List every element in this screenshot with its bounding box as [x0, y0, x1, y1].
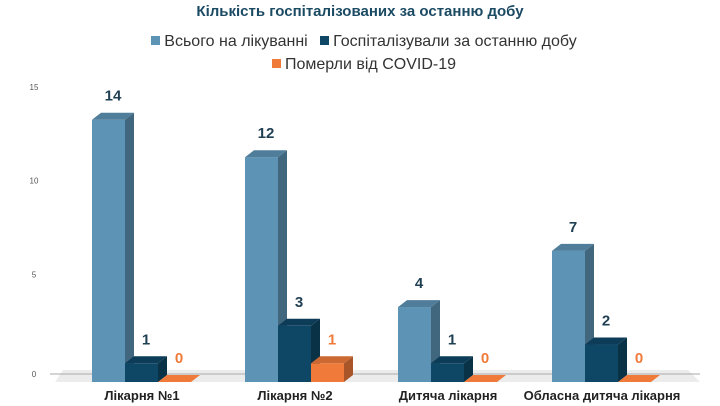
bar-top [311, 356, 353, 364]
legend: Всього на лікуванні Госпіталізували за о… [0, 33, 720, 51]
data-label: 7 [569, 219, 577, 236]
bar [585, 344, 618, 382]
bar-top [158, 375, 200, 382]
legend-label: Госпіталізували за останню добу [333, 33, 577, 50]
legend-label: Всього на лікуванні [164, 33, 308, 50]
data-label: 0 [481, 350, 489, 367]
bar [278, 325, 311, 382]
bar [552, 250, 585, 382]
legend-swatch [272, 59, 281, 68]
floor [55, 370, 700, 382]
legend-swatch [151, 36, 161, 45]
legend-swatch [320, 36, 330, 45]
bar-side [125, 112, 134, 382]
bar-top [618, 375, 660, 382]
bar-side [618, 337, 627, 382]
bar [245, 157, 278, 382]
legend-item: Госпіталізували за останню добу [312, 33, 577, 50]
data-label: 12 [258, 125, 275, 142]
x-tick-label: Лікарня №1 [104, 388, 179, 403]
data-label: 2 [602, 313, 610, 330]
legend: Померли від COVID-19 [0, 56, 720, 74]
legend-label: Померли від COVID-19 [285, 56, 456, 73]
bar [311, 363, 344, 382]
y-tick-label: 0 [32, 370, 37, 379]
data-label: 3 [295, 294, 303, 311]
bar-top [398, 300, 440, 308]
x-tick-label: Обласна дитяча лікарня [524, 388, 681, 403]
x-tick-label: Лікарня №2 [257, 388, 332, 403]
bar [431, 363, 464, 382]
bar-top [92, 112, 134, 120]
bar-top [464, 375, 506, 382]
x-tick-label: Дитяча лікарня [399, 388, 498, 403]
bar-side [344, 356, 353, 382]
bar [92, 119, 125, 382]
bar-top [431, 356, 473, 364]
data-label: 14 [105, 88, 122, 105]
legend-item: Померли від COVID-19 [264, 56, 456, 73]
chart-title: Кількість госпіталізованих за останню до… [196, 3, 524, 20]
data-label: 0 [175, 350, 183, 367]
data-label: 1 [448, 331, 456, 348]
bar-top [278, 318, 320, 326]
bar-side [158, 356, 167, 382]
bar-top [552, 243, 594, 251]
bar-side [464, 356, 473, 382]
bar-top [125, 356, 167, 364]
y-tick-label: 15 [30, 83, 39, 92]
legend-item: Всього на лікуванні [143, 33, 308, 50]
data-label: 4 [415, 275, 424, 292]
data-label: 1 [328, 331, 336, 348]
bar [125, 363, 158, 382]
y-tick-label: 10 [30, 177, 39, 186]
bar [398, 307, 431, 382]
bar-top [245, 150, 287, 158]
bar-top [585, 337, 627, 345]
data-label: 0 [635, 350, 643, 367]
data-label: 1 [142, 331, 150, 348]
y-tick-label: 5 [32, 270, 37, 279]
